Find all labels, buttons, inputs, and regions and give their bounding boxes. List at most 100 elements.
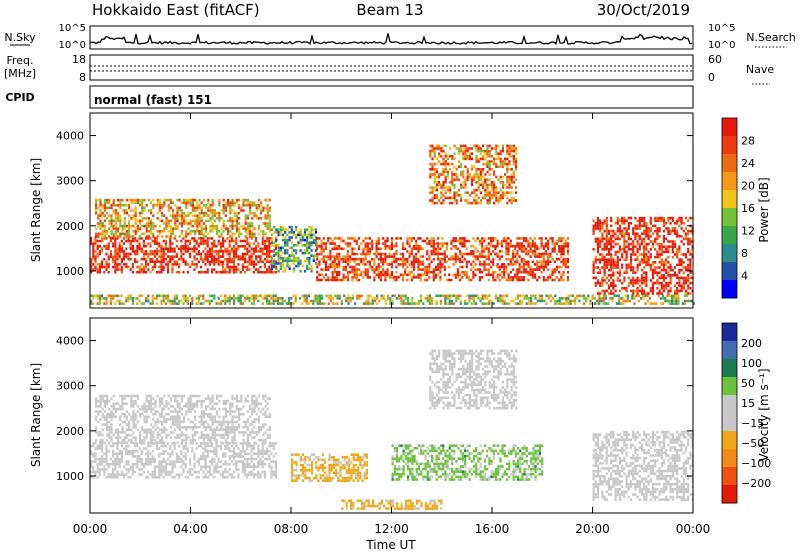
power-cell [668, 294, 671, 298]
power-cell [183, 211, 186, 215]
power-y-tick-label: 3000 [56, 175, 84, 188]
power-cell [112, 224, 115, 228]
power-cell [482, 144, 485, 148]
power-cell [438, 160, 441, 163]
power-cell [485, 247, 488, 251]
power-cell [401, 278, 405, 282]
power-cell [601, 232, 604, 235]
power-cell [96, 239, 99, 243]
power-cell [238, 204, 241, 207]
power-cell [592, 271, 595, 274]
power-cell [428, 239, 431, 243]
power-cell [676, 263, 679, 267]
power-cell [549, 276, 552, 279]
power-cell [194, 198, 197, 202]
power-cell [687, 232, 690, 235]
velocity-cell [103, 465, 106, 469]
velocity-cell [131, 455, 134, 458]
power-cell [501, 194, 504, 197]
power-cell [333, 270, 336, 274]
power-cell [183, 222, 186, 225]
velocity-cell [147, 444, 150, 448]
power-cell [477, 183, 480, 187]
power-cell [303, 249, 307, 252]
velocity-cell [213, 449, 216, 453]
power-cell [384, 273, 387, 277]
velocity-cell [123, 465, 126, 469]
power-cell [377, 270, 380, 274]
velocity-cell [160, 462, 163, 466]
power-cell [273, 254, 276, 257]
velocity-cell [195, 447, 198, 450]
cpid-value: normal (fast) 151 [94, 93, 212, 107]
power-cell [156, 211, 159, 215]
power-cell [658, 261, 661, 264]
power-cell [279, 228, 282, 231]
power-cell [633, 297, 636, 300]
power-cell [386, 255, 389, 258]
power-cell [520, 278, 523, 282]
power-cell [314, 294, 317, 298]
power-cell [612, 284, 615, 287]
power-cell [634, 237, 637, 241]
power-cell [377, 268, 380, 271]
power-cell [366, 247, 369, 251]
power-cell [499, 152, 502, 155]
power-cell [446, 297, 449, 300]
power-cell [355, 263, 358, 266]
power-cell [499, 199, 502, 202]
power-cell [496, 242, 499, 245]
power-cell [154, 204, 157, 207]
power-cell [390, 276, 394, 279]
power-cell [284, 249, 287, 252]
power-cell [612, 279, 615, 282]
power-cell [90, 268, 93, 271]
power-cell [673, 229, 677, 233]
power-cell [218, 204, 221, 207]
power-cell [186, 247, 189, 251]
power-cell [105, 263, 108, 266]
power-cell [662, 237, 666, 241]
power-cell [521, 294, 524, 298]
power-cell [495, 162, 498, 166]
power-cell [440, 194, 443, 197]
velocity-cell [169, 460, 172, 463]
power-cell [614, 261, 617, 264]
power-cell [682, 229, 685, 233]
power-cell [377, 263, 380, 266]
power-cell [184, 294, 187, 298]
power-cell [531, 244, 534, 248]
power-cell [607, 250, 611, 254]
power-cell [284, 257, 287, 260]
power-cell [625, 240, 628, 243]
power-cell [367, 302, 370, 305]
power-cell [200, 230, 203, 233]
power-cell [677, 302, 680, 305]
velocity-cell [107, 462, 110, 466]
power-cell [202, 222, 205, 225]
power-cell [515, 152, 518, 155]
power-cell [275, 231, 278, 234]
power-cell [594, 276, 597, 280]
power-cell [213, 260, 216, 264]
power-cell [217, 263, 220, 266]
power-cell [308, 236, 311, 239]
power-cell [120, 265, 123, 269]
power-cell [382, 237, 385, 240]
power-cell [466, 191, 469, 194]
power-cell [312, 228, 315, 231]
power-cell [198, 204, 201, 207]
power-cell [598, 299, 601, 303]
power-cell [499, 165, 502, 168]
power-cell [226, 260, 229, 264]
velocity-cell [105, 455, 108, 458]
power-cell [112, 244, 115, 248]
power-cell [331, 263, 334, 266]
power-cell [246, 247, 249, 251]
power-cell [207, 198, 210, 202]
power-cell [209, 211, 212, 215]
power-cell [164, 252, 167, 256]
power-cell [437, 273, 440, 277]
power-cell [466, 302, 469, 305]
power-cell [669, 287, 672, 290]
